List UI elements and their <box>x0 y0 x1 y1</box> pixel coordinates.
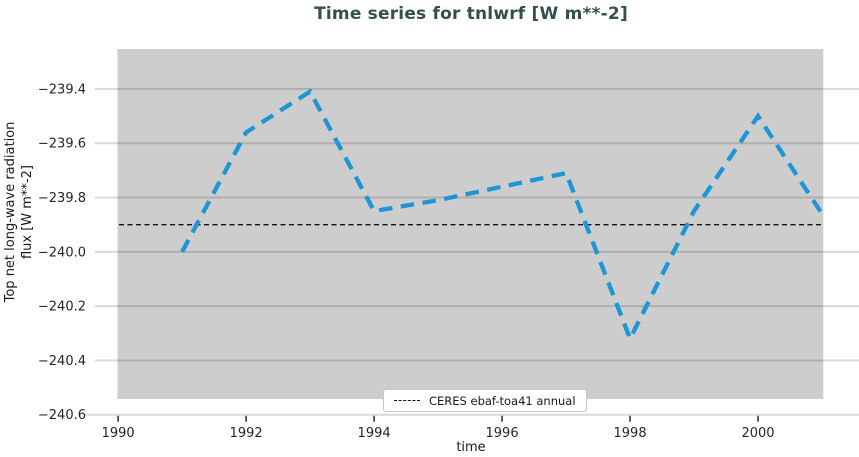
legend-label: CERES ebaf-toa41 annual <box>429 393 576 408</box>
x-tick-label: 2000 <box>741 426 774 441</box>
y-tick-label: −240.6 <box>38 408 86 423</box>
tnlwrf-series-line <box>180 88 824 345</box>
y-axis-label: Top net long-wave radiation flux [W m**-… <box>3 121 35 303</box>
legend: CERES ebaf-toa41 annual <box>383 389 587 412</box>
x-tick-label: 1998 <box>614 426 647 441</box>
y-tick-label: −239.6 <box>38 137 86 152</box>
y-tick-label: −239.8 <box>38 191 86 206</box>
y-tick-label: −240.2 <box>38 300 86 315</box>
x-tick-label: 1992 <box>230 426 263 441</box>
y-tick-label: −240.0 <box>38 245 86 260</box>
x-tick-label: 1994 <box>358 426 391 441</box>
dashed-line-icon <box>394 400 420 401</box>
plot-area <box>117 49 824 399</box>
y-tick-label: −240.4 <box>38 354 86 369</box>
x-axis-label: time <box>456 440 486 455</box>
chart-title: Time series for tnlwrf [W m**-2] <box>314 4 628 24</box>
x-tick-label: 1990 <box>102 426 135 441</box>
x-tick-label: 1996 <box>486 426 519 441</box>
y-tick-label: −239.4 <box>38 82 86 97</box>
